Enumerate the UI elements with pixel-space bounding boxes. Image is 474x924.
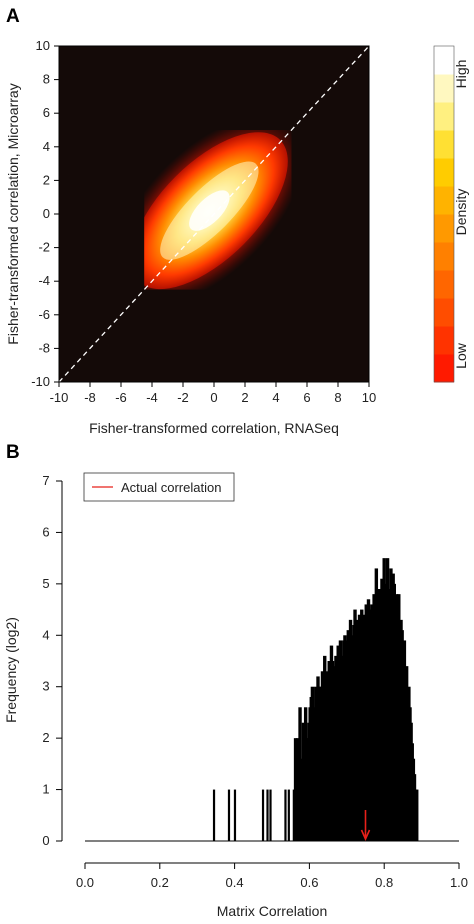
colorbar-cell: [434, 186, 454, 215]
x-tick-label: 0.0: [76, 875, 94, 890]
histogram-bar: [227, 789, 231, 841]
histogram-y-axis: 0 1 2 3 4 5 6 7: [42, 473, 63, 848]
heatmap-x-label: Fisher-transformed correlation, RNASeq: [89, 420, 339, 436]
colorbar-cell: [434, 354, 454, 383]
x-tick-label: 10: [362, 390, 376, 405]
x-tick-label: -10: [50, 390, 69, 405]
density-peak: [189, 190, 230, 231]
y-tick-label: 5: [42, 576, 49, 591]
y-tick-label: 3: [42, 679, 49, 694]
y-tick-label: 10: [36, 38, 50, 53]
histogram-bar: [212, 789, 216, 841]
arrow-head: [360, 829, 371, 841]
histogram-bar: [261, 789, 265, 841]
y-tick-label: -8: [38, 340, 50, 355]
histogram-bars: [212, 558, 419, 841]
panel-b-label: B: [6, 442, 20, 463]
histogram-bar: [269, 789, 272, 841]
x-tick-label: -8: [84, 390, 96, 405]
colorbar-cell: [434, 46, 454, 75]
y-tick-label: 2: [43, 172, 50, 187]
x-tick-label: 6: [303, 390, 310, 405]
y-tick-label: 6: [42, 524, 49, 539]
x-tick-label: 0: [210, 390, 217, 405]
colorbar-cell: [434, 242, 454, 271]
x-tick-label: 0.6: [300, 875, 318, 890]
y-tick-label: 4: [43, 139, 50, 154]
colorbar-cell: [434, 158, 454, 187]
colorbar-cell: [434, 270, 454, 299]
y-tick-label: 0: [43, 206, 50, 221]
y-tick-label: 0: [42, 833, 49, 848]
x-tick-label: 2: [241, 390, 248, 405]
y-tick-label: -4: [38, 273, 50, 288]
x-tick-label: 0.8: [375, 875, 393, 890]
colorbar-title: Density: [453, 189, 469, 236]
density-cloud: [144, 130, 292, 290]
colorbar-cell: [434, 298, 454, 327]
colorbar-cell: [434, 74, 454, 103]
histogram-bar: [233, 789, 237, 841]
y-tick-label: -2: [38, 240, 50, 255]
heatmap-x-axis: -10 -8 -6 -4 -2 0 2 4 6 8 10: [50, 382, 376, 405]
y-tick-label: 4: [42, 627, 49, 642]
histogram-x-label: Matrix Correlation: [217, 903, 327, 919]
x-tick-label: -2: [177, 390, 189, 405]
x-tick-label: 1.0: [450, 875, 468, 890]
y-tick-label: -10: [31, 374, 50, 389]
colorbar-high-label: High: [453, 60, 469, 89]
histogram-panel: 0.0 0.2 0.4 0.6 0.8 1.0 0 1 2 3 4 5 6 7 Matrix Corre…: [3, 472, 468, 919]
x-tick-label: -6: [115, 390, 127, 405]
identity-line: [59, 46, 369, 382]
y-tick-label: 1: [42, 782, 49, 797]
colorbar-cell: [434, 102, 454, 131]
y-tick-label: 6: [43, 105, 50, 120]
legend-box: [83, 472, 235, 502]
panel-a-label: A: [6, 6, 20, 27]
x-tick-label: 0.4: [226, 875, 244, 890]
density-colorbar: High Density Low: [433, 45, 469, 383]
colorbar-low-label: Low: [453, 342, 469, 369]
actual-correlation-arrow: [360, 810, 371, 841]
histogram-legend: Actual correlation: [83, 472, 235, 502]
y-tick-label: 2: [42, 730, 49, 745]
colorbar-frame: [433, 45, 455, 383]
histogram-x-axis: 0.0 0.2 0.4 0.6 0.8 1.0: [76, 840, 468, 890]
x-tick-label: -4: [146, 390, 158, 405]
histogram-bar: [415, 789, 419, 841]
heatmap-y-axis: -10 -8 -6 -4 -2 0 2 4 6 8 10: [31, 38, 59, 389]
heatmap-panel: -10 -8 -6 -4 -2 0 2 4 6 8 10 -10 -8 -6 -4 -2 0 2 4 6 8 10 Fi…: [5, 38, 376, 436]
heatmap-y-label: Fisher-transformed correlation, Microarr…: [5, 83, 21, 344]
y-tick-label: 8: [43, 72, 50, 87]
x-tick-label: 8: [334, 390, 341, 405]
colorbar-cell: [434, 326, 454, 355]
colorbar-cell: [434, 130, 454, 159]
y-tick-label: -6: [38, 307, 50, 322]
histogram-bar: [287, 789, 290, 841]
colorbar-cell: [434, 214, 454, 243]
x-tick-label: 0.2: [151, 875, 169, 890]
legend-label: Actual correlation: [121, 480, 221, 495]
histogram-bar: [284, 789, 287, 841]
x-tick-label: 4: [272, 390, 279, 405]
histogram-y-label: Frequency (log2): [3, 617, 19, 723]
y-tick-label: 7: [42, 473, 49, 488]
histogram-bar: [266, 789, 269, 841]
